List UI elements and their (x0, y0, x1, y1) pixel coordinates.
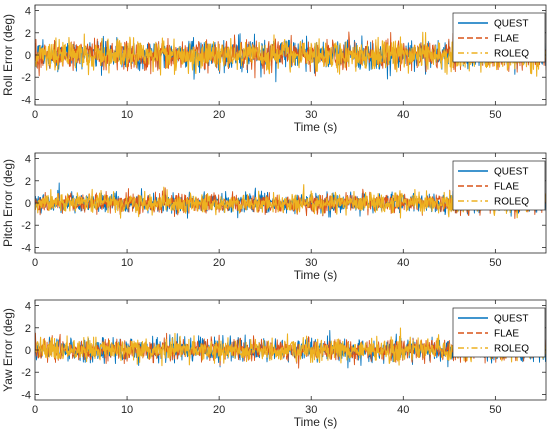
pitch-xtick-label: 40 (397, 257, 409, 269)
roll-ytick-label: 2 (25, 28, 31, 40)
roll-xtick-label: 0 (32, 109, 38, 121)
pitch-error-panel: 0 10 20 30 40 50 -4 -2 0 2 4 Time (s) Pitch Error (d… (1, 152, 547, 282)
roll-ytick-label: -4 (21, 94, 31, 106)
roll-xaxis-label: Time (s) (294, 120, 338, 134)
yaw-legend-label-quest: QUEST (494, 314, 528, 325)
yaw-yaxis-label: Yaw Error (deg) (1, 308, 15, 392)
pitch-ytick-label: 2 (25, 176, 31, 188)
yaw-xtick-label: 10 (121, 404, 133, 416)
pitch-xtick-label: 10 (121, 257, 133, 269)
pitch-ytick-label: -2 (21, 220, 31, 232)
yaw-ytick-label: -4 (21, 389, 31, 401)
yaw-xtick-label: 40 (397, 404, 409, 416)
pitch-xtick-label: 30 (305, 257, 317, 269)
yaw-legend-label-roleq: ROLEQ (494, 344, 529, 355)
pitch-legend-label-flae: FLAE (494, 182, 519, 193)
roll-ytick-label: 4 (25, 6, 31, 18)
yaw-error-panel: 0 10 20 30 40 50 -4 -2 0 2 4 Time (s) Yaw Error (deg… (1, 299, 547, 429)
roll-legend: QUEST FLAE ROLEQ (452, 12, 546, 63)
roll-yaxis-label: Roll Error (deg) (1, 14, 15, 96)
yaw-ytick-label: 4 (25, 301, 31, 313)
pitch-xtick-label: 50 (489, 257, 501, 269)
roll-ytick-label: 0 (25, 50, 31, 62)
roll-xtick-label: 10 (121, 109, 133, 121)
roll-xtick-label: 40 (397, 109, 409, 121)
roll-legend-label-roleq: ROLEQ (494, 49, 529, 60)
pitch-ytick-label: -4 (21, 242, 31, 254)
pitch-ytick-label: 4 (25, 154, 31, 166)
roll-error-panel: 0 10 20 30 40 50 -4 -2 0 2 4 Time (s) Roll Error (de… (1, 4, 547, 134)
roll-legend-label-quest: QUEST (494, 19, 528, 30)
roll-legend-label-flae: FLAE (494, 34, 519, 45)
pitch-legend: QUEST FLAE ROLEQ (452, 160, 546, 211)
pitch-ytick-label: 0 (25, 198, 31, 210)
roll-xtick-label: 20 (213, 109, 225, 121)
roll-ytick-label: -2 (21, 72, 31, 84)
yaw-xtick-label: 20 (213, 404, 225, 416)
roll-xtick-label: 50 (489, 109, 501, 121)
yaw-xtick-label: 30 (305, 404, 317, 416)
yaw-xtick-label: 50 (489, 404, 501, 416)
pitch-xtick-label: 0 (32, 257, 38, 269)
yaw-legend: QUEST FLAE ROLEQ (452, 307, 546, 358)
yaw-ytick-label: 2 (25, 323, 31, 335)
yaw-xaxis-label: Time (s) (294, 415, 338, 429)
yaw-ytick-label: 0 (25, 345, 31, 357)
yaw-legend-label-flae: FLAE (494, 329, 519, 340)
roll-series-roleq-line (35, 31, 546, 77)
pitch-legend-label-quest: QUEST (494, 167, 528, 178)
roll-xtick-label: 30 (305, 109, 317, 121)
pitch-xaxis-label: Time (s) (294, 268, 338, 282)
pitch-legend-label-roleq: ROLEQ (494, 197, 529, 208)
pitch-yaxis-label: Pitch Error (deg) (1, 159, 15, 247)
yaw-ytick-label: -2 (21, 367, 31, 379)
pitch-xtick-label: 20 (213, 257, 225, 269)
yaw-xtick-label: 0 (32, 404, 38, 416)
